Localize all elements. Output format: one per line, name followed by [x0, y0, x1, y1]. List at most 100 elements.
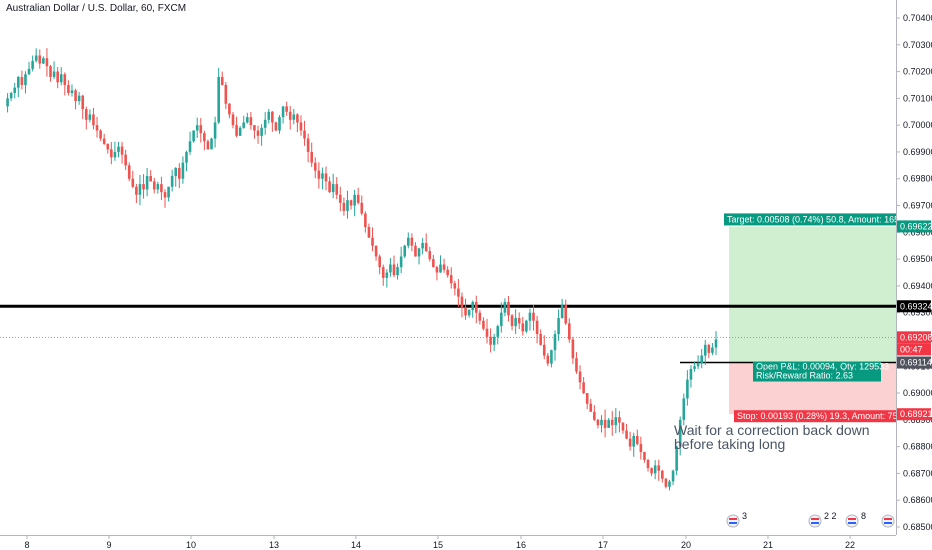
candle-body — [17, 76, 20, 88]
candle-body — [31, 60, 34, 69]
candle-body — [42, 58, 45, 64]
candle-body — [324, 173, 328, 182]
candle-body — [600, 419, 603, 426]
flag-icon — [808, 514, 822, 528]
flag-icon — [845, 514, 859, 528]
candle-body — [235, 125, 238, 136]
risk-reward-label-box — [753, 370, 881, 382]
candle-body — [142, 184, 145, 190]
event-count-label: 8 — [861, 511, 866, 521]
candle-body — [102, 138, 106, 144]
long-position-tool[interactable]: Target: 0.00508 (0.74%) 50.8, Amount: 16… — [680, 213, 904, 423]
time-tick-label: 9 — [106, 540, 111, 550]
price-badge — [897, 300, 931, 313]
flag-stripe-icon — [884, 518, 892, 520]
flag-icon — [881, 514, 895, 528]
candle-body — [635, 435, 639, 444]
candle-body — [88, 114, 92, 120]
price-badge — [897, 408, 931, 421]
candle-body — [335, 184, 339, 195]
candle-body — [682, 398, 686, 420]
event-markers[interactable]: 3 2 2 8 — [726, 511, 895, 528]
candle-body — [199, 125, 203, 134]
chart-annotation[interactable]: Wait for a correction back down before t… — [674, 423, 874, 451]
candle-body — [228, 103, 231, 115]
time-axis[interactable]: 8 9 10 13 14 15 16 17 20 21 22 — [0, 535, 896, 550]
candle-body — [399, 256, 403, 268]
candle-body — [185, 151, 188, 163]
price-badge — [897, 356, 931, 369]
candle-body — [621, 422, 625, 431]
candle-body — [27, 68, 31, 75]
candle-body — [664, 478, 668, 487]
horizontal-lines[interactable] — [0, 304, 896, 338]
candle-body — [517, 318, 521, 324]
candle-body — [650, 468, 653, 474]
candle-body — [557, 318, 560, 335]
flag-icon — [726, 514, 740, 528]
candle-body — [310, 151, 313, 163]
candle-body — [489, 336, 492, 345]
price-badge — [897, 331, 931, 344]
candle-body — [496, 326, 500, 337]
target-label-box — [724, 213, 896, 226]
candle-body — [285, 106, 288, 112]
candle-body — [410, 237, 414, 246]
price-badge-label: 00:47 — [900, 344, 923, 354]
candle-body — [34, 55, 38, 61]
candle-body — [542, 344, 546, 356]
candle-body — [13, 87, 17, 94]
candle-body — [117, 146, 120, 152]
time-tick-label: 20 — [681, 540, 691, 550]
candle-body — [632, 435, 636, 447]
candle-body — [457, 288, 460, 297]
time-tick-label: 15 — [433, 540, 443, 550]
candle-body — [571, 339, 575, 359]
candle-body — [95, 125, 99, 131]
candle-body — [278, 117, 281, 131]
candle-body — [478, 312, 482, 321]
candle-body — [671, 470, 675, 482]
flag-stripe-icon — [811, 518, 819, 520]
candle-body — [525, 320, 528, 332]
candle-body — [81, 95, 85, 110]
candle-body — [614, 417, 618, 426]
candle-body — [657, 465, 661, 471]
candle-body — [263, 119, 267, 128]
candle-body — [52, 71, 56, 77]
candle-body — [435, 267, 439, 273]
candle-body — [67, 84, 70, 94]
stop-label-box — [734, 410, 896, 423]
candle-body — [45, 58, 49, 67]
candle-body — [63, 74, 67, 85]
price-badge-label: 0.68921 — [900, 409, 932, 419]
candle-body — [38, 55, 42, 64]
candle-body — [296, 114, 299, 123]
candle-body — [131, 178, 135, 187]
candle-body — [646, 460, 650, 469]
candle-body — [292, 114, 296, 120]
candle-body — [113, 151, 117, 158]
candle-body — [578, 371, 582, 383]
candle-body — [546, 355, 550, 364]
candle-body — [439, 264, 442, 273]
candle-body — [303, 130, 306, 139]
candle-body — [321, 173, 324, 179]
candle-body — [160, 184, 163, 193]
candle-body — [414, 245, 417, 257]
candle-body — [500, 312, 503, 327]
candle-body — [213, 122, 217, 139]
candles — [6, 48, 718, 491]
candle-body — [299, 122, 303, 131]
